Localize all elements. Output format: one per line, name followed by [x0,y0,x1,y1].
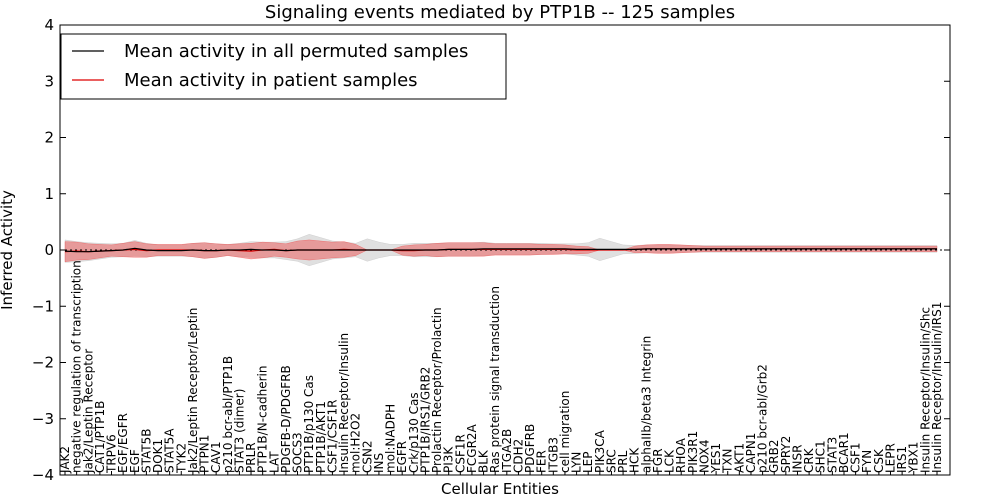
x-category-label: alphaIIb/beta3 Integrin [639,336,653,473]
x-category-label: ITGA2B [500,429,514,473]
x-category-label: PDGFB-D/PDGFRB [279,365,293,473]
x-category-label: CSF1R [453,434,467,473]
x-category-label: PTPN1 [198,435,212,473]
y-axis: −4 −3 −2 −1 0 1 2 3 4 [32,16,950,484]
x-category-label: EGF [128,449,142,473]
x-category-label: NOX4 [697,439,711,473]
x-category-label: PIK3R1 [686,431,700,473]
x-category-label: INSR [790,445,804,473]
y-tick-label: −4 [32,466,54,484]
x-category-label: STAT3 [825,437,839,473]
y-tick-label: 3 [44,72,54,90]
x-category-label: FCGR2A [465,423,479,473]
x-category-label: HCK [628,447,642,473]
x-category-label: LEPR [883,443,897,473]
x-category-label: IRS1 [895,446,909,473]
x-category-label: PTP1B/N-cadherin [256,366,270,473]
x-category-label: mol:NADPH [384,404,398,473]
x-category-label: mol:H2O2 [349,413,363,473]
y-tick-label: 1 [44,185,54,203]
x-category-label: Jak2/Leptin Receptor [81,349,95,474]
x-category-label: FGR [651,448,665,473]
x-category-label: EGF/EGFR [116,413,130,473]
x-category-label: TRPV6 [105,434,119,474]
x-category-label: INS [372,453,386,473]
x-category-label: STAT5B [139,429,153,474]
y-tick-label: −1 [32,297,54,315]
x-category-label: CSN2 [360,440,374,473]
x-category-label: CSF1 [849,442,863,473]
x-category-label: Crk/p130 Cas [407,392,421,473]
x-category-label: SRC [604,449,618,473]
x-category-label: STAT5A [163,428,177,473]
x-category-label: FYN [860,450,874,473]
x-category-label: YES1 [709,443,723,474]
y-tick-label: 4 [44,16,54,34]
x-axis-label: Cellular Entities [441,480,559,498]
chart-title: Signaling events mediated by PTP1B -- 12… [265,2,735,23]
x-category-label: GRB2 [767,439,781,473]
x-category-label: DOK1 [151,439,165,473]
x-category-label: LEP [581,451,595,473]
y-axis-label: Inferred Activity [0,190,16,310]
x-category-label: PDGFRB [523,424,537,473]
series-band [64,239,938,263]
x-category-label: PI3K [442,446,456,473]
x-category-label: FER [535,450,549,473]
x-category-label: CRK [802,447,816,473]
x-category-label: p210 bcr-abl/PTP1B [221,356,235,473]
x-category-label: EGFR [395,441,409,473]
x-category-label: YBX1 [907,442,921,474]
x-category-label: PIK3CA [593,429,607,473]
x-category-label: negative regulation of transcription [70,260,84,473]
x-category-label: JAK2 [58,446,72,474]
x-category-label: CSF1/CSF1R [325,400,339,473]
x-category-label: CSK [872,448,886,473]
x-category-label: p210 bcr-abl/Grb2 [756,364,770,473]
x-category-label: PRL [616,450,630,473]
x-category-label: Ras protein signal transduction [488,286,502,473]
x-category-label: SPRY2 [779,436,793,473]
legend: Mean activity in all permuted samples Mea… [60,33,507,100]
y-tick-label: 0 [44,241,54,259]
y-tick-label: −2 [32,354,54,372]
x-category-label: LAT [267,451,281,473]
plot-area-lines [60,247,950,253]
x-category-label: ITGB3 [546,437,560,473]
x-category-label: CAV1 [209,441,223,473]
x-category-label: Insulin Receptor/Insulin/IRS1 [930,302,944,473]
x-category-label: BCAR1 [837,432,851,473]
legend-box [60,33,507,100]
x-category-label: AKT1 [732,443,746,473]
x-category-label: PTP1B/AKT1 [314,401,328,473]
x-category-label: Prolactin Receptor/Prolactin [430,307,444,473]
x-category-label: LCK [663,449,677,473]
x-category-label: CAT1/PTP1B [93,401,107,473]
x-category-label: Insulin Receptor/Insulin [337,333,351,473]
x-category-label: TXN [721,448,735,474]
y-tick-label: −3 [32,410,54,428]
x-category-label: PTP1B/IRS1/GRB2 [418,367,432,473]
x-category-label: BLK [477,449,491,473]
x-category-label: cell migration [558,391,572,473]
x-category-label: STAT3 (dimer) [232,389,246,473]
x-category-label: Insulin Receptor/Insulin/Shc [918,307,932,473]
x-category-label: RHOA [674,437,688,473]
x-category-label: SHC1 [814,440,828,473]
x-category-label: TYK2 [174,443,188,474]
x-category-label: CAPN1 [744,433,758,473]
x-category-label: PTP1B/p130 Cas [302,375,316,473]
x-category-label: PRLR [244,442,258,473]
x-category-label: SOCS3 [291,432,305,473]
legend-entry: Mean activity in all permuted samples [124,41,468,62]
x-category-label: CDH2 [511,439,525,473]
legend-entry: Mean activity in patient samples [124,70,418,91]
x-category-label: LYN [570,452,584,473]
y-tick-label: 2 [44,129,54,147]
series-line [64,247,937,253]
x-category-label: Jak2/Leptin Receptor/Leptin [186,308,200,474]
